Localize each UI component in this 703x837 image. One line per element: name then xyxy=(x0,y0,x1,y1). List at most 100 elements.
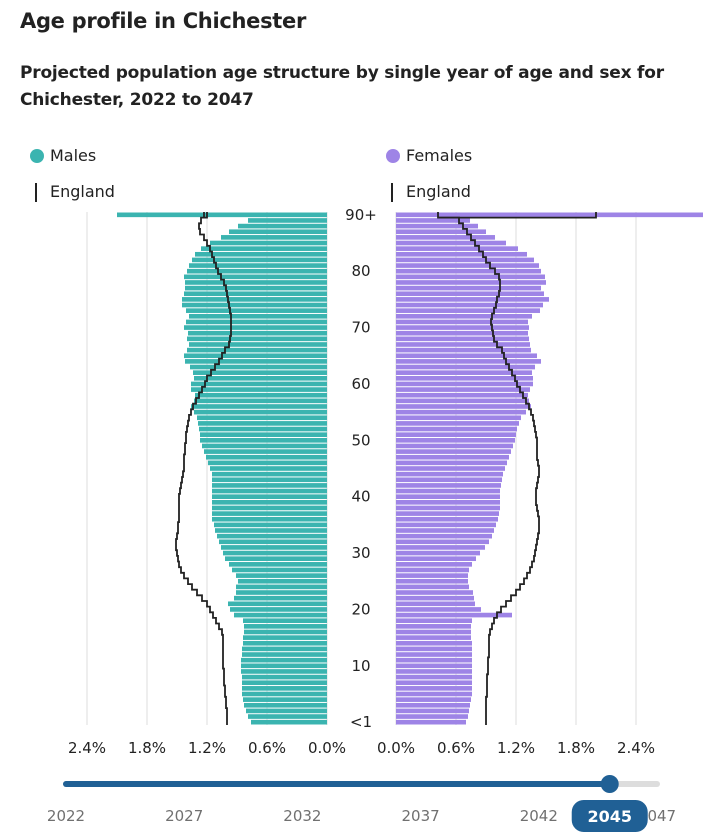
age-label: 70 xyxy=(351,319,370,337)
male-bar xyxy=(241,657,327,663)
male-bar xyxy=(212,500,327,505)
female-bar xyxy=(396,229,486,235)
female-bar xyxy=(396,409,526,415)
male-bar xyxy=(212,494,327,500)
male-bar xyxy=(184,291,327,297)
male-bar xyxy=(229,229,327,235)
female-bar xyxy=(396,528,494,533)
age-labels: 90+ 80 70 60 50 40 30 20 10 <1 xyxy=(345,206,377,731)
chart-subtitle: Projected population age structure by si… xyxy=(20,63,664,110)
female-bar xyxy=(396,663,472,669)
age-label: 10 xyxy=(351,657,370,675)
slider-year-label: 2037 xyxy=(402,807,440,825)
male-bars xyxy=(117,212,327,725)
female-bar xyxy=(396,669,472,674)
female-bar xyxy=(396,274,545,280)
male-bar xyxy=(242,646,327,652)
male-bar xyxy=(236,584,327,590)
female-bar xyxy=(396,404,531,409)
female-bar xyxy=(396,624,471,629)
male-bar xyxy=(212,488,327,494)
female-bar xyxy=(396,415,521,421)
female-bar xyxy=(396,449,511,454)
male-bar xyxy=(229,562,327,567)
male-bar xyxy=(189,342,327,347)
male-bar xyxy=(248,714,327,719)
male-bar xyxy=(210,240,327,246)
male-bar xyxy=(206,454,327,460)
male-bar xyxy=(182,302,327,308)
male-bar xyxy=(184,353,327,359)
male-bar xyxy=(242,686,327,691)
male-bar xyxy=(194,398,327,404)
female-bar xyxy=(396,545,485,550)
male-bar xyxy=(192,257,327,263)
age-label: 30 xyxy=(351,544,370,562)
teal-dot-icon xyxy=(30,149,44,163)
female-bar xyxy=(396,500,500,505)
male-bar xyxy=(241,663,327,669)
female-bar xyxy=(396,375,533,381)
female-bar xyxy=(396,567,469,573)
female-bar xyxy=(396,686,472,691)
age-label: <1 xyxy=(350,713,372,731)
male-bar xyxy=(246,708,327,714)
male-bar xyxy=(187,347,327,353)
male-bar xyxy=(215,528,327,533)
female-bar xyxy=(396,556,476,562)
male-bar xyxy=(243,640,327,646)
male-bar xyxy=(195,251,327,257)
male-bar xyxy=(238,578,327,584)
male-bar xyxy=(243,697,327,702)
female-bar xyxy=(396,223,478,229)
male-bar xyxy=(186,308,327,313)
x-tick-label: 0.0% xyxy=(308,739,346,757)
x-tick-label: 1.2% xyxy=(188,739,226,757)
female-bar xyxy=(396,550,480,556)
male-bar xyxy=(185,285,327,291)
female-bar xyxy=(396,640,472,646)
slider-year-label: 2027 xyxy=(165,807,203,825)
female-bar xyxy=(396,702,470,708)
age-label: 40 xyxy=(351,488,370,506)
female-bar xyxy=(396,511,499,516)
x-tick-label: 1.8% xyxy=(128,739,166,757)
grid-lines xyxy=(86,212,637,725)
male-bar xyxy=(248,218,327,223)
population-pyramid-chart: 90+ 80 70 60 50 40 30 20 10 <1 2.4% 1.8% 1.2% 0.6% 0.0… xyxy=(68,206,703,757)
female-bar xyxy=(396,268,541,274)
female-bar xyxy=(396,257,534,263)
male-bar xyxy=(199,426,327,432)
male-bar xyxy=(221,235,327,240)
england-male-line xyxy=(175,212,232,725)
female-bar xyxy=(396,387,530,392)
x-tick-label: 0.6% xyxy=(437,739,475,757)
x-tick-label: 1.2% xyxy=(497,739,535,757)
female-bar xyxy=(396,218,470,223)
female-bar xyxy=(396,381,533,387)
slider-year-label: 2032 xyxy=(283,807,321,825)
male-bar xyxy=(189,263,327,268)
slider-year-label: 2042 xyxy=(520,807,558,825)
female-bar xyxy=(396,437,515,443)
female-bar xyxy=(396,573,468,578)
legend-england-label: England xyxy=(406,182,471,201)
legend-females-label: Females xyxy=(406,146,473,165)
male-bar xyxy=(228,601,327,607)
age-label: 20 xyxy=(351,600,370,618)
purple-dot-icon xyxy=(386,149,400,163)
female-bar xyxy=(396,454,509,460)
female-bar xyxy=(396,353,537,359)
male-bar xyxy=(201,246,327,251)
male-bar xyxy=(188,330,327,336)
male-bar xyxy=(244,629,327,635)
female-bar xyxy=(396,533,492,539)
england-female-90plus xyxy=(438,212,597,219)
female-bar xyxy=(396,471,503,477)
female-bar xyxy=(396,426,517,432)
age-label: 90+ xyxy=(345,206,377,224)
slider-handle[interactable] xyxy=(600,775,619,793)
male-bar xyxy=(234,595,327,601)
female-bar xyxy=(396,325,529,330)
